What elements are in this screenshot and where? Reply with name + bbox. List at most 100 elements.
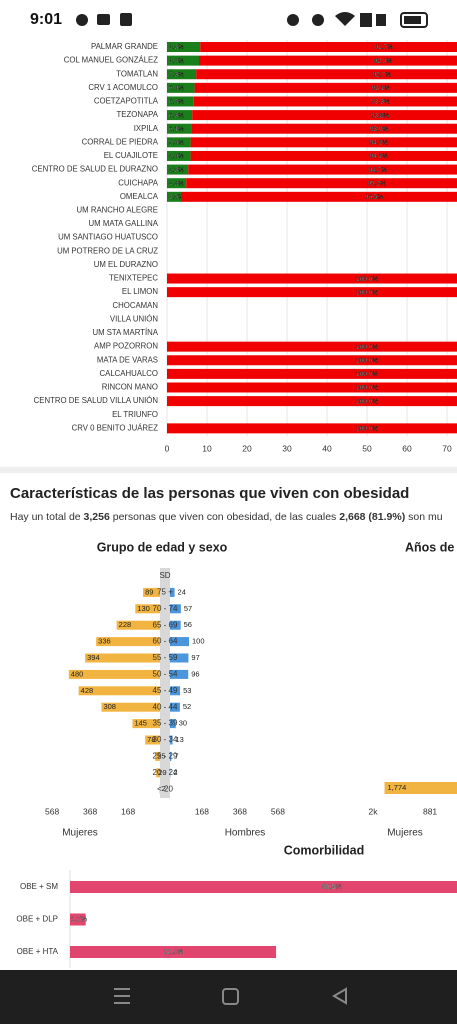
age-label: 45 - 49 (153, 686, 178, 695)
summary-text: Hay un total de (10, 511, 84, 523)
x-tick-label: 70 (442, 443, 452, 453)
bar (68, 669, 160, 679)
nav-bar (0, 970, 457, 1024)
x-tick-label: 168 (195, 806, 209, 816)
bar-segment (167, 178, 187, 189)
category-label: OBE + HTA (17, 947, 59, 956)
bar-segment (167, 382, 457, 393)
bar-segment (190, 137, 457, 148)
x-tick-label: 50 (362, 443, 372, 453)
value-label: 6.7% (169, 99, 184, 106)
category-label: UM MATA GALLINA (89, 219, 159, 228)
bar (170, 669, 189, 679)
category-label: CORRAL DE PIEDRA (82, 137, 159, 146)
category-label: UM EL DURAZNO (94, 260, 158, 269)
value-label: 57 (184, 604, 192, 613)
clock: 9:01 (30, 11, 62, 28)
value-label: 13 (175, 735, 183, 744)
bar-segment (167, 164, 189, 175)
value-label: 7.3% (169, 71, 184, 78)
age-label: < 20 (157, 784, 173, 793)
value-label: 92.0% (374, 58, 393, 65)
value-label: 96.5% (365, 194, 384, 201)
x-tick-label: 10 (202, 443, 212, 453)
value-label: 8.0% (169, 58, 184, 65)
value-label: 6.3% (169, 112, 184, 119)
bar-segment (192, 110, 457, 121)
bar-segment (193, 96, 457, 107)
category-label: CENTRO DE SALUD EL DURAZNO (32, 165, 158, 174)
value-label: 428 (81, 686, 94, 695)
bar-segment (190, 150, 457, 161)
bar (145, 735, 160, 745)
age-label: 25 - 29 (153, 752, 178, 761)
value-label: 8.3% (169, 44, 184, 51)
value-label: 1.7% (71, 916, 87, 923)
bar-segment (167, 82, 195, 93)
bar-segment (167, 150, 191, 161)
bar (78, 686, 160, 696)
value-label: 480 (71, 669, 84, 678)
category-label: UM POTRERO DE LA CRUZ (57, 246, 158, 255)
value-label: 2 (173, 768, 177, 777)
bar (70, 913, 86, 926)
value-label: 100.0% (356, 357, 378, 364)
bar-segment (200, 42, 457, 52)
category-label: TENIXTEPEC (109, 274, 158, 283)
category-label: TOMATLAN (116, 69, 158, 78)
age-label: 20 - 24 (153, 768, 178, 777)
value-label: 53 (183, 686, 191, 695)
value-label: 24 (178, 587, 186, 596)
value-label: 97 (191, 653, 199, 662)
age-label: 55 - 59 (153, 653, 178, 662)
category-label: COL MANUEL GONZÁLEZ (64, 56, 159, 65)
summary-women: 2,668 (81.9%) (339, 511, 405, 523)
bar (143, 587, 160, 597)
value-label: 78 (147, 735, 155, 744)
home-button[interactable] (222, 988, 239, 1005)
age-label: 70 - 74 (153, 604, 178, 613)
bar (170, 604, 181, 614)
bar (155, 751, 160, 761)
value-label: 94.1% (370, 140, 389, 147)
bar (170, 719, 176, 729)
bar (170, 637, 189, 647)
value-label: 100.0% (356, 385, 378, 392)
category-label: CHOCAMAN (113, 301, 158, 310)
bar (170, 686, 181, 696)
category-label: MATA DE VARAS (97, 355, 158, 364)
bar-segment (186, 178, 457, 189)
category-label: CRV 1 ACOMULCO (88, 83, 158, 92)
category-label: EL TRIUNFO (112, 410, 158, 419)
value-label: 100.0% (356, 289, 378, 296)
bar-segment (167, 396, 457, 407)
recent-apps-button[interactable] (114, 988, 130, 1004)
section-summary: Hay un total de 3,256 personas que viven… (10, 511, 443, 523)
value-label: 2 (162, 784, 166, 793)
bar-segment (191, 123, 457, 134)
section-title: Características de las personas que vive… (10, 485, 409, 502)
category-label: CRV 0 BENITO JUÁREZ (72, 423, 159, 432)
age-label: 40 - 44 (153, 702, 178, 711)
age-label: 50 - 54 (153, 670, 178, 679)
value-label: 20 (158, 768, 166, 777)
category-label: TEZONAPA (117, 110, 159, 119)
age-label: 75 + (157, 588, 173, 597)
value-label: 4.8% (169, 180, 184, 187)
back-button[interactable] (332, 987, 347, 1005)
bar-segment (167, 368, 457, 379)
value-label: 394 (87, 653, 100, 662)
value-label: 100 (192, 637, 205, 646)
bar-segment (167, 287, 457, 298)
x-tick-label: 30 (282, 443, 292, 453)
bar-segment (167, 123, 192, 134)
value-label: 93.1% (372, 85, 391, 92)
value-label: 6.1% (169, 126, 184, 133)
center-band (160, 568, 170, 798)
value-label: 5.9% (169, 153, 184, 160)
x-tick-label: 881 (423, 806, 437, 816)
value-label: 22.4% (163, 949, 183, 956)
chart-title: Años de (405, 540, 454, 554)
bar-segment (167, 55, 199, 66)
bar (170, 702, 180, 712)
